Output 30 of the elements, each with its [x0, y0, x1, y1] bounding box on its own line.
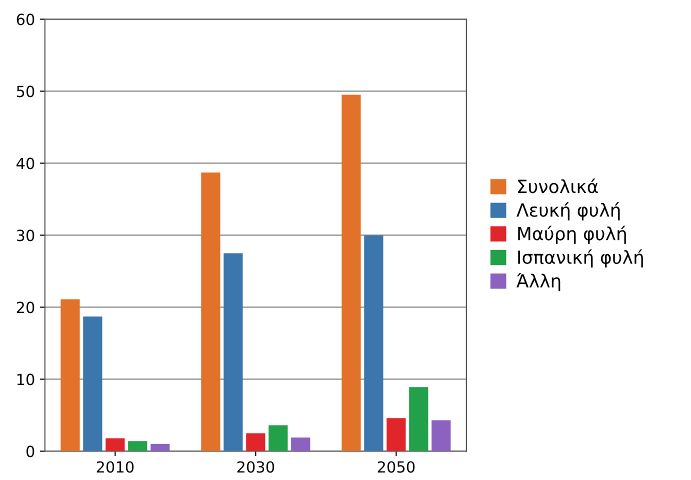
x-tick-label: 2010	[96, 461, 134, 473]
legend-label: Συνολικά	[518, 178, 598, 194]
y-tick-label: 60	[16, 14, 34, 26]
bar	[106, 438, 125, 452]
y-tick-label: 0	[26, 446, 34, 458]
x-tick-label: 2030	[237, 461, 274, 473]
legend-label: Άλλη	[516, 272, 560, 292]
bar	[150, 444, 170, 452]
bar	[246, 433, 266, 452]
bar	[60, 299, 80, 452]
bar	[128, 441, 148, 452]
y-tick-label: 20	[16, 302, 34, 314]
bar	[432, 420, 451, 452]
bar	[291, 438, 310, 452]
y-tick-label: 40	[16, 158, 34, 170]
bar	[224, 253, 243, 452]
bar	[364, 235, 384, 452]
x-tick-label: 2050	[378, 461, 415, 473]
bar	[409, 387, 428, 452]
legend-label: Λευκή φυλή	[516, 202, 620, 220]
bar	[201, 172, 220, 452]
legend-label: Ισπανική φυλή	[518, 249, 643, 268]
y-tick-label: 30	[16, 230, 34, 242]
bar	[268, 425, 288, 452]
legend-label: Μαύρη φυλή	[518, 226, 626, 244]
bar	[342, 94, 361, 452]
bar	[83, 316, 102, 452]
y-tick-label: 10	[17, 374, 34, 386]
bar	[386, 418, 406, 452]
y-tick-label: 50	[16, 86, 34, 98]
